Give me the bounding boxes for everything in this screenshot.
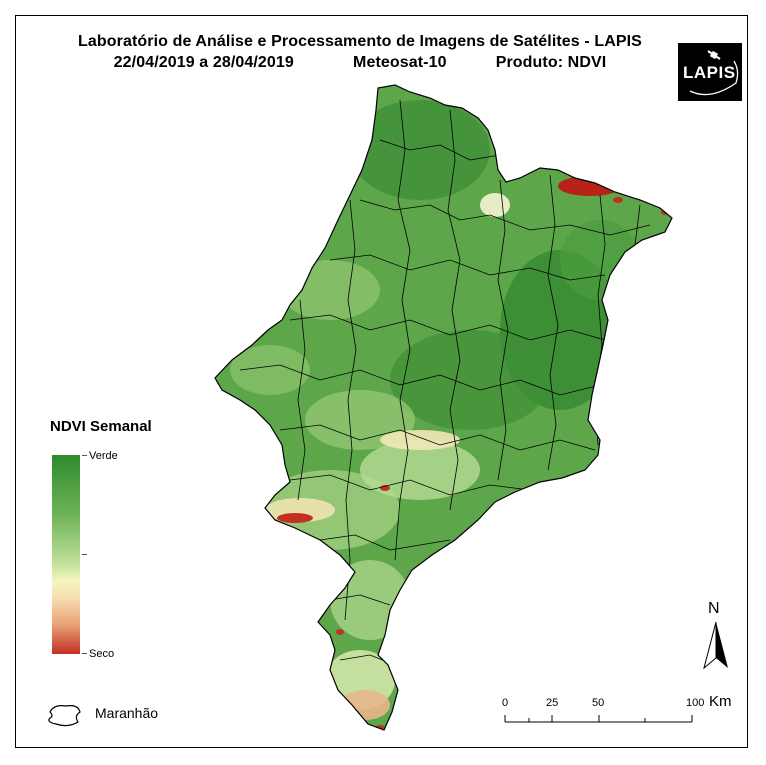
logo-text: LAPIS [683,63,736,82]
boundary-outline-icon [48,705,81,727]
legend-title: NDVI Semanal [50,418,152,435]
period-label: 22/04/2019 a 28/04/2019 [113,54,294,71]
map-frame [15,15,748,748]
lapis-logo: LAPIS [678,43,742,101]
map-subtitle: 22/04/2019 a 28/04/2019 Meteosat-10 Prod… [10,54,710,72]
legend-bottom-label: Seco [89,648,115,660]
scale-tick-label: 100 [686,697,705,709]
product-label: Produto: NDVI [495,54,607,71]
satellite-label: Meteosat-10 [353,54,447,71]
legend-tick [82,653,87,654]
boundary-legend-label: Maranhão [95,705,159,721]
scale-tick-label: 25 [546,697,559,709]
legend-top-label: Verde [89,450,118,462]
satellite-logo-icon [689,50,739,96]
map-title: Laboratório de Análise e Processamento d… [78,33,642,50]
legend-tick [82,554,87,555]
north-arrow-icon [703,621,728,670]
scale-unit: Km [709,693,732,710]
scale-tick-label: 50 [592,697,605,709]
ndvi-color-ramp [52,455,80,654]
scale-tick-label: 0 [502,697,509,709]
legend-tick [82,455,87,456]
scale-bar [504,715,693,723]
north-label: N [708,600,720,617]
